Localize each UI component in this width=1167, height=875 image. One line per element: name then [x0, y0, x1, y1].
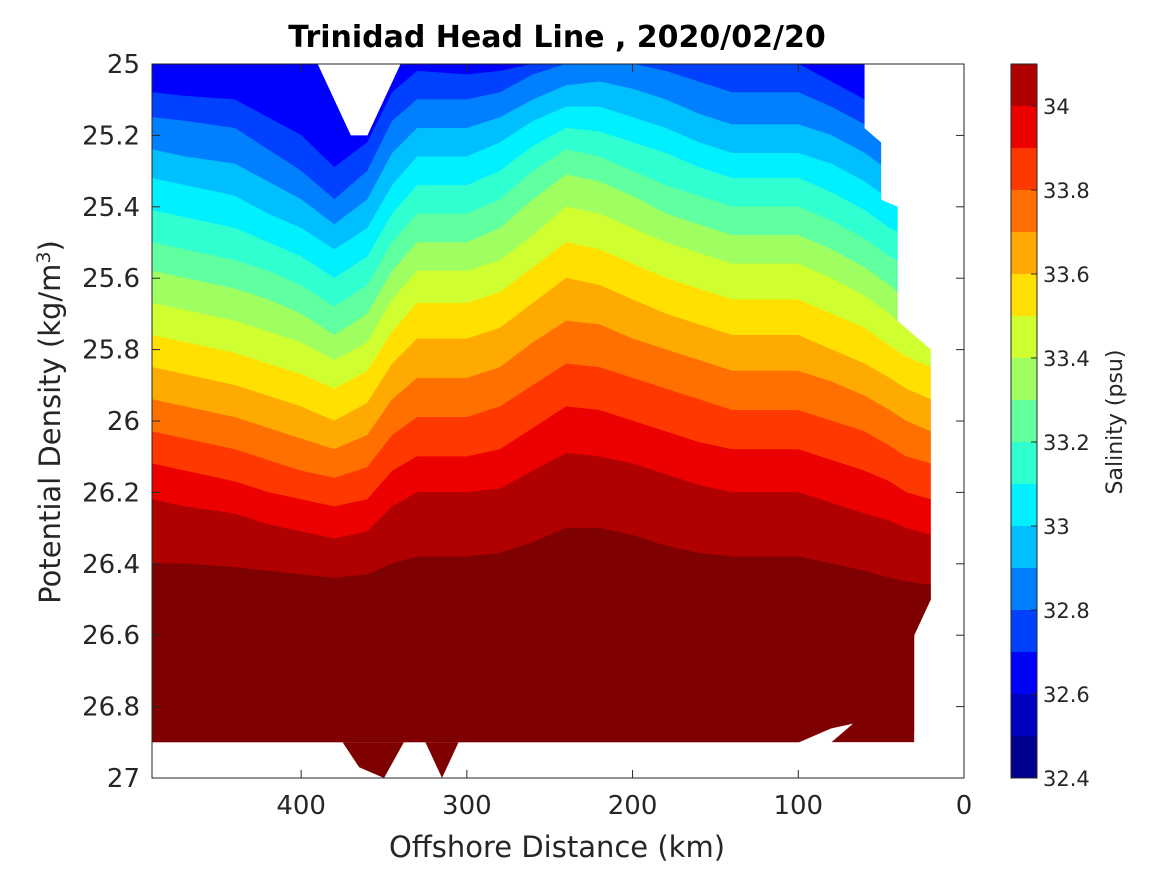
colorbar-segment: [1011, 148, 1037, 190]
y-tick-label: 25.8: [82, 336, 140, 366]
x-tick-label: 400: [276, 791, 326, 821]
deep-salinity-patch: [831, 706, 915, 743]
colorbar-segment: [1011, 190, 1037, 232]
colorbar-segment: [1011, 64, 1037, 106]
colorbar-segment: [1011, 400, 1037, 442]
y-tick-label: 27: [107, 764, 140, 794]
x-axis: 400 300 200 100 0: [276, 64, 972, 821]
y-tick-label: 25.4: [82, 193, 140, 223]
colorbar-segment: [1011, 442, 1037, 484]
x-tick-label: 0: [956, 791, 973, 821]
colorbar-segment: [1011, 694, 1037, 736]
colorbar-segment: [1011, 232, 1037, 274]
colorbar-tick-label: 33.2: [1043, 431, 1090, 455]
colorbar-tick-label: 32.4: [1043, 767, 1090, 791]
colorbar-tick-label: 33.8: [1043, 179, 1090, 203]
y-axis-label-sup: 3: [33, 251, 55, 263]
colorbar-segment: [1011, 610, 1037, 652]
colorbar-label: Salinity (psu): [1103, 350, 1128, 495]
no-data-region-bottom: [152, 742, 964, 778]
colorbar-segment: [1011, 736, 1037, 778]
y-tick-label: 25.6: [82, 264, 140, 294]
colorbar-tick-label: 32.6: [1043, 683, 1090, 707]
colorbar-segment: [1011, 526, 1037, 568]
colorbar-segment: [1011, 652, 1037, 694]
colorbar-segment: [1011, 358, 1037, 400]
colorbar: [1010, 63, 1038, 779]
colorbar-segment: [1011, 568, 1037, 610]
colorbar-segment: [1011, 274, 1037, 316]
colorbar-tick-label: 32.8: [1043, 599, 1090, 623]
y-tick-label: 26.2: [82, 478, 140, 508]
no-data-region-coast: [864, 64, 964, 778]
x-axis-label: Offshore Distance (km): [389, 830, 725, 864]
y-tick-label: 25.2: [82, 121, 140, 151]
no-data-notch: [317, 64, 401, 136]
y-tick-label: 26.6: [82, 621, 140, 651]
y-axis-label: Potential Density (kg/m3): [33, 240, 67, 604]
deep-salinity-patch: [425, 742, 459, 778]
y-tick-label: 26: [107, 407, 140, 437]
colorbar-axis: 32.4 32.6 32.8 33 33.2 33.4 33.6 33.8 34: [1031, 95, 1090, 791]
colorbar-tick-label: 33: [1043, 515, 1070, 539]
y-axis-label-close: ): [33, 240, 67, 251]
x-tick-label: 200: [608, 791, 658, 821]
x-tick-label: 100: [773, 791, 823, 821]
y-axis-label-main: Potential Density (kg/m: [33, 264, 67, 604]
colorbar-tick-label: 33.6: [1043, 263, 1090, 287]
y-tick-label: 26.8: [82, 693, 140, 723]
colorbar-segment: [1011, 484, 1037, 526]
colorbar-tick-label: 33.4: [1043, 347, 1090, 371]
deep-salinity-patch: [342, 742, 404, 778]
colorbar-segment: [1011, 106, 1037, 148]
y-tick-label: 25: [107, 50, 140, 80]
x-tick-label: 300: [442, 791, 492, 821]
colorbar-segment: [1011, 316, 1037, 358]
y-axis: 25 25.2 25.4 25.6 25.8 26 26.2 26.4 26.6 26.8 27: [82, 50, 964, 794]
colorbar-frame: [1010, 63, 1038, 779]
y-tick-label: 26.4: [82, 550, 140, 580]
chart-title: Trinidad Head Line , 2020/02/20: [288, 20, 825, 55]
plot-area: [151, 63, 965, 779]
colorbar-tick-label: 34: [1043, 95, 1070, 119]
